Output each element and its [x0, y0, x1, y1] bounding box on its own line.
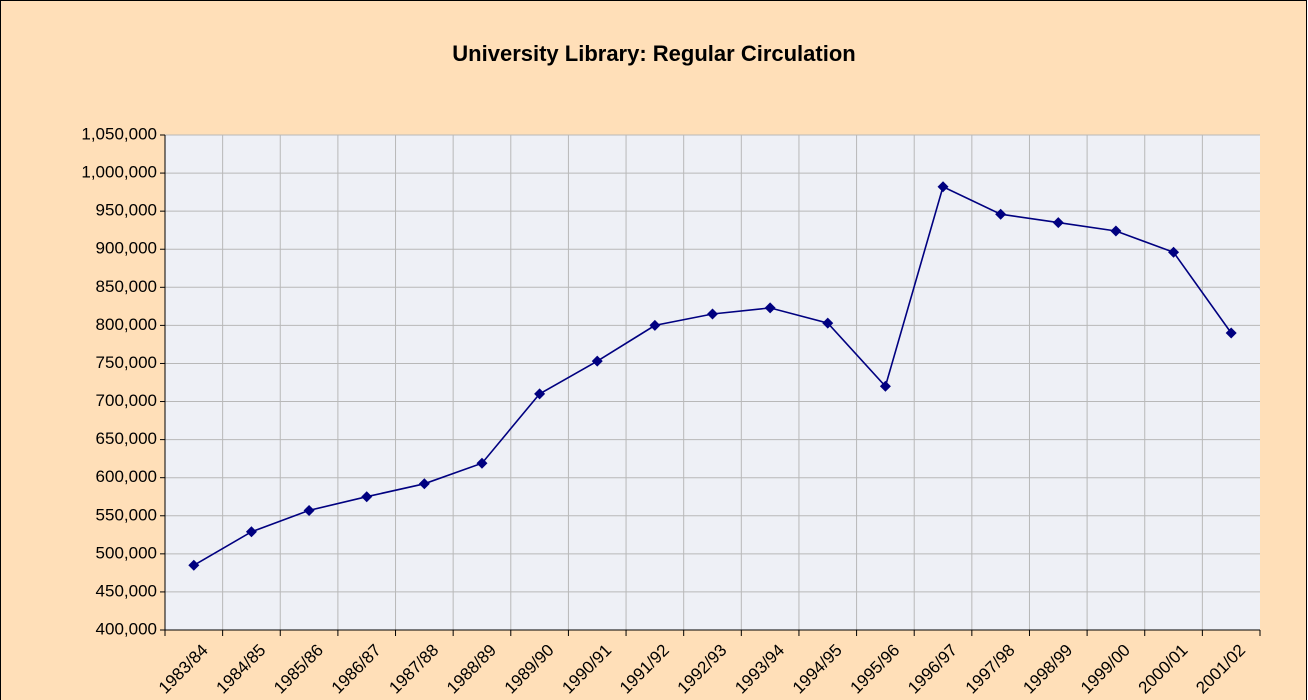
y-tick-label: 550,000	[96, 505, 157, 524]
data-point	[822, 317, 834, 329]
y-tick-label: 600,000	[96, 467, 157, 486]
data-point	[245, 526, 257, 538]
data-point	[591, 355, 603, 367]
data-point	[361, 491, 373, 503]
chart-title: University Library: Regular Circulation	[452, 41, 855, 66]
y-tick-label: 500,000	[96, 543, 157, 562]
y-tick-label: 1,050,000	[81, 124, 157, 143]
data-point	[188, 559, 200, 571]
y-tick-label: 750,000	[96, 353, 157, 372]
data-point	[418, 478, 430, 490]
data-point	[1168, 246, 1180, 258]
data-point	[879, 380, 891, 392]
data-point	[534, 388, 546, 400]
data-point	[303, 504, 315, 516]
y-tick-label: 450,000	[96, 581, 157, 600]
data-point	[1052, 217, 1064, 229]
y-tick-label: 950,000	[96, 201, 157, 220]
data-point	[649, 319, 661, 331]
data-point	[995, 208, 1007, 220]
data-point	[937, 181, 949, 193]
data-point	[1110, 225, 1122, 237]
plot-area	[165, 135, 1260, 630]
y-tick-label: 400,000	[96, 619, 157, 638]
y-tick-label: 800,000	[96, 315, 157, 334]
y-tick-label: 850,000	[96, 277, 157, 296]
y-tick-label: 1,000,000	[81, 163, 157, 182]
y-tick-label: 700,000	[96, 391, 157, 410]
y-tick-label: 900,000	[96, 239, 157, 258]
y-tick-label: 650,000	[96, 429, 157, 448]
data-point	[764, 302, 776, 314]
data-point	[707, 308, 718, 320]
data-point	[1225, 327, 1237, 339]
data-point	[476, 457, 488, 469]
